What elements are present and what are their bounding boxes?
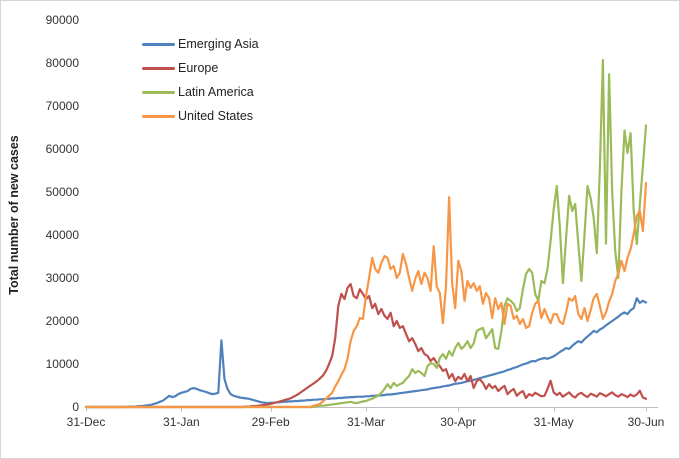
x-tick-label: 30-Apr — [440, 415, 477, 429]
x-tick-label: 30-Jun — [627, 415, 665, 429]
legend-swatch — [142, 66, 175, 70]
series-line-united-states — [84, 181, 648, 409]
y-tick-label: 90000 — [45, 13, 79, 27]
legend-label: Latin America — [178, 85, 254, 99]
series-line-emerging-asia — [84, 297, 648, 409]
y-tick-label: 80000 — [45, 56, 79, 70]
legend-swatch — [142, 114, 175, 118]
y-tick-label: 60000 — [45, 142, 79, 156]
y-tick-label: 30000 — [45, 271, 79, 285]
legend-swatch — [142, 90, 175, 94]
legend-label: Emerging Asia — [178, 37, 259, 51]
y-tick-label: 0 — [72, 400, 79, 414]
legend-swatch — [142, 42, 175, 46]
legend-item-latin-america: Latin America — [142, 80, 259, 104]
legend-item-europe: Europe — [142, 56, 259, 80]
y-tick-label: 20000 — [45, 314, 79, 328]
legend-item-united-states: United States — [142, 104, 259, 128]
legend-label: United States — [178, 109, 254, 123]
legend-item-emerging-asia: Emerging Asia — [142, 32, 259, 56]
y-tick-label: 10000 — [45, 357, 79, 371]
y-tick-label: 50000 — [45, 185, 79, 199]
y-tick-label: 40000 — [45, 228, 79, 242]
x-tick-label: 31-Mar — [346, 415, 385, 429]
x-tick-label: 31-May — [533, 415, 574, 429]
legend: Emerging Asia Europe Latin America United S… — [142, 32, 259, 128]
y-tick-label: 70000 — [45, 99, 79, 113]
x-tick-label: 31-Dec — [66, 415, 106, 429]
x-tick-label: 29-Feb — [251, 415, 290, 429]
x-tick-label: 31-Jan — [163, 415, 200, 429]
legend-label: Europe — [178, 61, 219, 75]
